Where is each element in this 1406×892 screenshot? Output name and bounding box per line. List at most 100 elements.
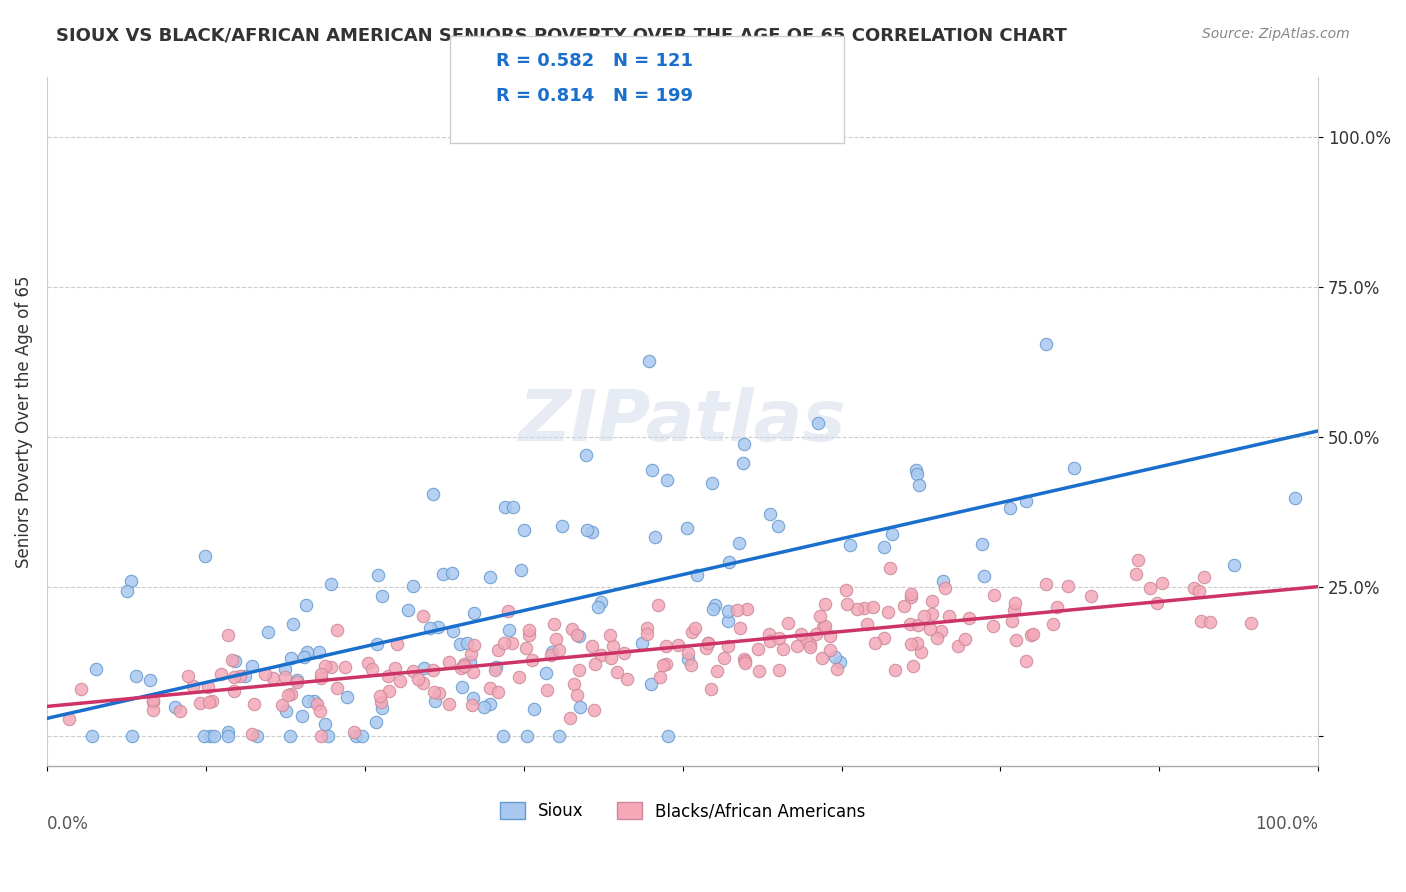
Point	[423, 685, 446, 699]
Point	[368, 689, 391, 703]
Point	[257, 625, 280, 640]
Point	[193, 730, 215, 744]
Point	[1015, 494, 1038, 508]
Point	[1192, 570, 1215, 584]
Point	[309, 672, 332, 686]
Point	[613, 646, 636, 660]
Point	[463, 665, 485, 679]
Point	[432, 567, 454, 582]
Point	[725, 603, 748, 617]
Point	[591, 595, 613, 609]
Point	[280, 687, 302, 701]
Point	[201, 693, 224, 707]
Point	[472, 699, 495, 714]
Point	[655, 639, 678, 653]
Point	[804, 627, 827, 641]
Text: R = 0.582   N = 121: R = 0.582 N = 121	[496, 52, 693, 70]
Point	[274, 704, 297, 718]
Point	[934, 581, 956, 595]
Point	[494, 636, 516, 650]
Point	[929, 624, 952, 639]
Point	[616, 672, 638, 686]
Point	[814, 597, 837, 611]
Point	[121, 730, 143, 744]
Point	[142, 695, 165, 709]
Point	[1188, 584, 1211, 599]
Point	[814, 619, 837, 633]
Point	[242, 727, 264, 741]
Point	[567, 688, 589, 702]
Point	[449, 637, 471, 651]
Point	[120, 574, 142, 589]
Point	[536, 683, 558, 698]
Point	[370, 695, 392, 709]
Point	[458, 656, 481, 670]
Point	[492, 730, 515, 744]
Point	[285, 674, 308, 689]
Point	[496, 604, 519, 618]
Point	[343, 725, 366, 739]
Point	[1035, 337, 1057, 351]
Point	[142, 692, 165, 706]
Point	[183, 679, 205, 693]
Point	[377, 684, 399, 698]
Point	[631, 636, 654, 650]
Point	[657, 730, 679, 744]
Point	[451, 680, 474, 694]
Point	[209, 666, 232, 681]
Point	[565, 628, 588, 642]
Point	[292, 649, 315, 664]
Point	[422, 487, 444, 501]
Point	[364, 714, 387, 729]
Point	[540, 648, 562, 663]
Point	[759, 633, 782, 648]
Point	[479, 697, 502, 711]
Point	[957, 610, 980, 624]
Point	[567, 663, 589, 677]
Point	[463, 638, 485, 652]
Point	[583, 703, 606, 717]
Point	[1063, 460, 1085, 475]
Point	[602, 640, 624, 654]
Point	[727, 535, 749, 549]
Point	[346, 730, 368, 744]
Point	[1002, 603, 1025, 617]
Point	[412, 676, 434, 690]
Point	[224, 683, 246, 698]
Point	[799, 637, 821, 651]
Point	[905, 463, 928, 477]
Point	[796, 632, 818, 647]
Point	[463, 691, 485, 706]
Point	[401, 664, 423, 678]
Point	[920, 622, 942, 636]
Point	[305, 698, 328, 712]
Point	[453, 657, 475, 672]
Point	[309, 704, 332, 718]
Point	[370, 590, 392, 604]
Point	[717, 555, 740, 569]
Point	[1001, 615, 1024, 629]
Point	[838, 538, 860, 552]
Point	[502, 500, 524, 514]
Point	[855, 617, 877, 632]
Point	[419, 621, 441, 635]
Point	[717, 615, 740, 629]
Point	[280, 730, 302, 744]
Point	[827, 662, 849, 676]
Point	[704, 599, 727, 613]
Point	[970, 537, 993, 551]
Point	[768, 631, 790, 645]
Point	[636, 627, 658, 641]
Point	[657, 473, 679, 487]
Point	[463, 607, 485, 621]
Point	[197, 695, 219, 709]
Point	[898, 616, 921, 631]
Point	[229, 669, 252, 683]
Point	[599, 628, 621, 642]
Point	[198, 730, 221, 744]
Point	[520, 653, 543, 667]
Text: 100.0%: 100.0%	[1256, 814, 1319, 832]
Point	[900, 586, 922, 600]
Point	[169, 704, 191, 718]
Point	[308, 645, 330, 659]
